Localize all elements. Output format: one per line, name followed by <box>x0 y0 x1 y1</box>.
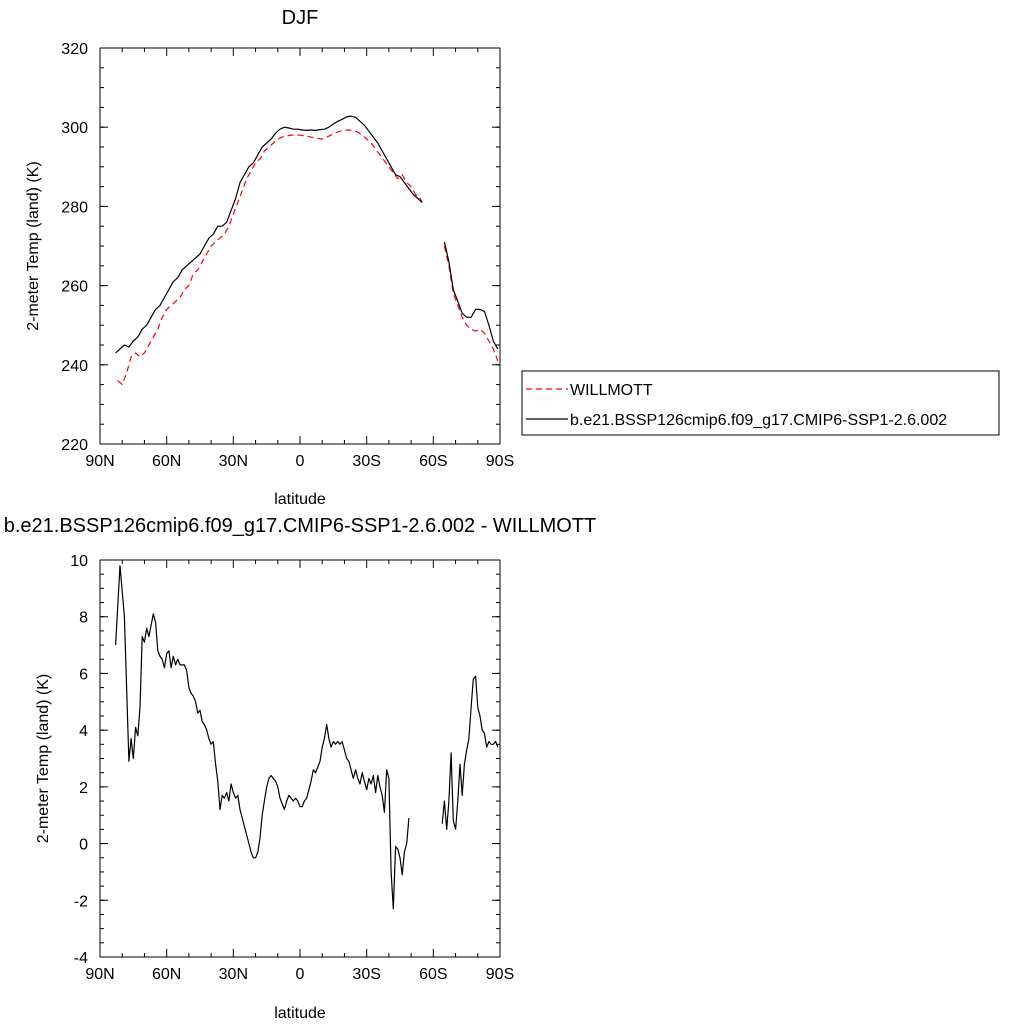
plot-frame <box>99 559 501 958</box>
series-line-0-segment-0 <box>115 565 410 910</box>
y-axis-label: 2-meter Temp (land) (K) <box>25 161 42 331</box>
legend-entry: b.e21.BSSP126cmip6.f09_g17.CMIP6-SSP1-2.… <box>570 412 947 429</box>
legend-box <box>521 370 1000 436</box>
x-tick-label: 30N <box>219 453 248 470</box>
y-tick-label: 300 <box>61 120 88 137</box>
series-line-1-segment-0 <box>115 115 423 354</box>
x-tick-label: 60N <box>152 966 181 983</box>
y-tick-label: 280 <box>61 199 88 216</box>
y-axis-label: 2-meter Temp (land) (K) <box>35 674 52 844</box>
x-tick-label: 90N <box>85 453 114 470</box>
x-tick-label: 30N <box>219 966 248 983</box>
y-tick-label: 320 <box>61 41 88 58</box>
series-line-1-segment-1 <box>443 241 499 350</box>
x-tick-label: 60S <box>419 453 447 470</box>
series-line-0-segment-1 <box>443 245 499 362</box>
y-tick-label: 0 <box>79 837 88 854</box>
legend-entry: WILLMOTT <box>570 382 653 399</box>
x-tick-label: 60N <box>152 453 181 470</box>
y-tick-label: 260 <box>61 279 88 296</box>
x-tick-label: 0 <box>296 966 305 983</box>
y-tick-label: -2 <box>74 893 88 910</box>
x-tick-label: 90S <box>486 966 514 983</box>
y-tick-label: 6 <box>79 666 88 683</box>
x-tick-label: 30S <box>352 453 380 470</box>
series-line-0-segment-0 <box>117 129 423 386</box>
x-tick-label: 30S <box>352 966 380 983</box>
x-tick-label: 90N <box>85 966 114 983</box>
y-tick-label: 10 <box>70 553 88 570</box>
x-tick-label: 90S <box>486 453 514 470</box>
y-tick-label: -4 <box>74 950 88 967</box>
x-tick-label: 60S <box>419 966 447 983</box>
series-line-0-segment-1 <box>441 675 499 831</box>
y-tick-label: 240 <box>61 358 88 375</box>
y-tick-label: 8 <box>79 610 88 627</box>
bottom-plot: 90N 60N 30N 0 30S 60S 90S -4 -2 0 2 4 6 8 10 b.e21.BSSP… <box>4 515 597 1022</box>
top-plot: 90N 60N 30N 0 30S 60S 90S 220 240 260 280 300 320 DJF… <box>25 7 1000 508</box>
x-tick-label: 0 <box>296 453 305 470</box>
y-tick-label: 4 <box>79 723 88 740</box>
plot-frame <box>99 47 501 445</box>
y-tick-label: 220 <box>61 437 88 454</box>
chart-title: DJF <box>282 7 319 29</box>
x-axis-label: latitude <box>274 491 326 508</box>
x-axis-label: latitude <box>274 1005 326 1022</box>
y-tick-label: 2 <box>79 780 88 797</box>
chart-title: b.e21.BSSP126cmip6.f09_g17.CMIP6-SSP1-2.… <box>4 515 597 537</box>
